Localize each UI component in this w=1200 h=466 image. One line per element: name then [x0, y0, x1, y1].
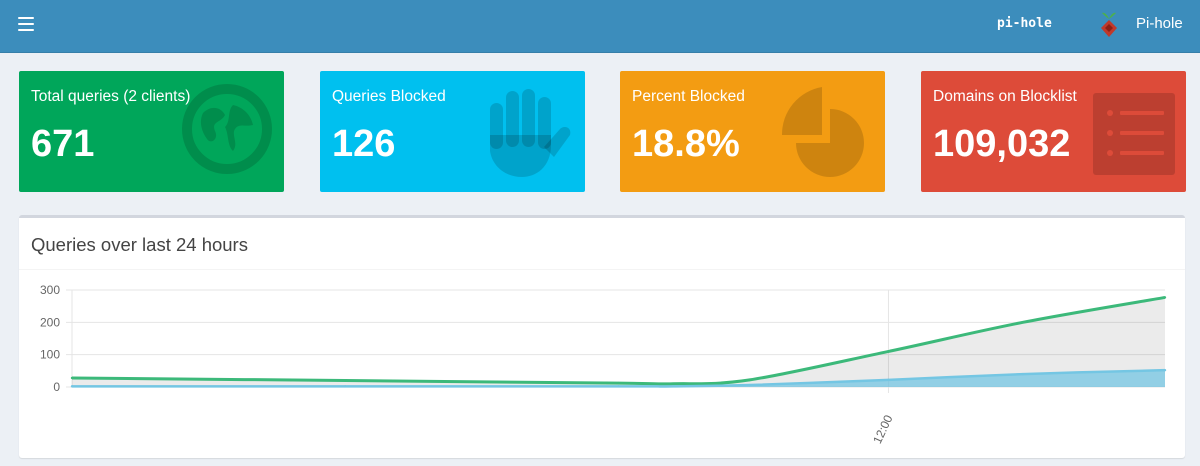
blocked-series-point: [887, 378, 890, 382]
permitted-series-point: [1163, 296, 1167, 299]
hamburger-icon[interactable]: [18, 17, 34, 31]
stat-label: Total queries (2 clients): [31, 88, 191, 105]
stat-label: Percent Blocked: [632, 88, 745, 105]
permitted-series-point: [671, 382, 675, 385]
permitted-series-line: [71, 295, 1166, 386]
stat-value: 109,032: [933, 123, 1071, 165]
permitted-series-point: [344, 379, 347, 382]
blocked-series-point: [1163, 368, 1167, 372]
panel-title: Queries over last 24 hours: [31, 234, 248, 255]
x-tick-label: 12:00: [870, 412, 896, 445]
list-icon: [1093, 93, 1175, 175]
top-navbar: pi-hole Pi-hole: [0, 0, 1200, 53]
permitted-series-point: [70, 376, 74, 380]
blocked-series-point: [671, 385, 675, 388]
blocked-series-point: [1021, 372, 1025, 376]
raspberry-logo-icon[interactable]: [1098, 10, 1120, 40]
stat-value: 126: [332, 123, 396, 165]
y-tick-label: 200: [40, 315, 60, 329]
blocked-series-area: [72, 370, 1165, 387]
percent-blocked-box: Percent Blocked 18.8%: [620, 71, 885, 192]
permitted-series-point: [617, 381, 620, 385]
y-tick-label: 300: [40, 283, 60, 297]
panel-header: Queries over last 24 hours: [19, 218, 1185, 270]
total-queries-box: Total queries (2 clients) 671: [19, 71, 284, 192]
blocked-series-point: [70, 385, 74, 388]
hostname-label: pi-hole: [997, 16, 1052, 31]
permitted-series-area: [72, 297, 1165, 387]
permitted-series-point: [1021, 321, 1025, 324]
permitted-series-point: [887, 350, 890, 353]
permitted-series-point: [748, 378, 751, 382]
globe-icon: [182, 84, 272, 174]
stat-value: 18.8%: [632, 123, 740, 165]
stat-value: 671: [31, 123, 95, 165]
domains-blocklist-box: Domains on Blocklist 109,032: [921, 71, 1186, 192]
brand-name[interactable]: Pi-hole: [1136, 15, 1183, 32]
pie-chart-icon: [781, 87, 864, 177]
blocked-series-line: [71, 368, 1166, 388]
hand-icon: [490, 89, 571, 177]
blocked-series-point: [617, 385, 620, 388]
stat-label: Domains on Blocklist: [933, 88, 1077, 105]
blocked-series-point: [344, 385, 347, 388]
queries-blocked-box: Queries Blocked 126: [320, 71, 585, 192]
stat-label: Queries Blocked: [332, 88, 446, 105]
y-tick-label: 0: [53, 380, 60, 394]
blocked-series-point: [748, 383, 751, 387]
y-tick-label: 100: [40, 348, 60, 362]
queries-chart[interactable]: 0 100 200 300 12:00: [19, 218, 1185, 458]
queries-chart-panel: Queries over last 24 hours 0 100 200 300 12:…: [19, 215, 1185, 458]
